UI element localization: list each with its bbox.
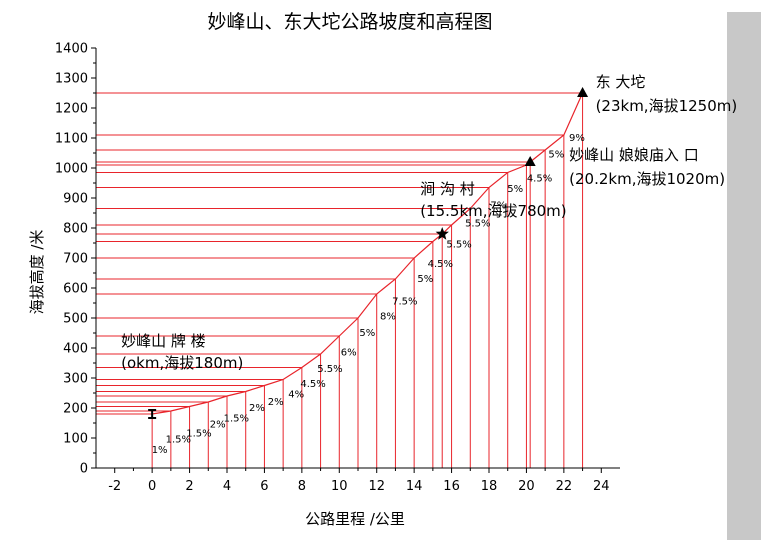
triangle-marker	[577, 87, 589, 97]
grade-label: 8%	[380, 312, 396, 323]
x-tick-label: 24	[593, 479, 610, 494]
grade-label: 2%	[268, 397, 284, 408]
y-tick-label: 0	[80, 462, 88, 477]
annotation-name: 东 大坨	[596, 73, 646, 91]
y-tick-label: 900	[63, 192, 88, 207]
grade-labels: 1%1.5%1.5%2%1.5%2%2%4%4.5%5.5%6%5%8%7.5%…	[152, 133, 585, 456]
annotation-coords: (23km,海拔1250m)	[596, 97, 738, 115]
annotations: 妙峰山 牌 楼 (okm,海拔180m) 涧 沟 村 (15.5km,海拔780m) 妙…	[121, 73, 738, 419]
grade-label: 7.5%	[392, 297, 417, 308]
grade-label: 1.5%	[166, 435, 191, 446]
grade-label: 5%	[417, 274, 433, 285]
annotation-coords: (15.5km,海拔780m)	[420, 202, 566, 220]
horizontal-level-lines	[96, 92, 583, 415]
y-axis-title: 海拔高度 /米	[28, 230, 46, 315]
elevation-profile-line	[152, 92, 584, 415]
grade-label: 1.5%	[186, 429, 211, 440]
side-panel	[727, 12, 761, 540]
y-tick-label: 300	[63, 372, 88, 387]
x-tick-label: -2	[108, 479, 121, 494]
annotation-coords: (20.2km,海拔1020m)	[569, 170, 725, 188]
x-tick-label: 2	[185, 479, 193, 494]
y-tick-label: 500	[63, 312, 88, 327]
grade-label: 4.5%	[428, 259, 453, 270]
x-tick-label: 20	[518, 479, 535, 494]
grade-label: 7%	[490, 201, 506, 212]
x-tick-label: 16	[443, 479, 460, 494]
y-tick-label: 700	[63, 252, 88, 267]
grade-label: 5.5%	[465, 219, 490, 230]
grade-label: 6%	[341, 348, 357, 359]
x-tick-label: 12	[368, 479, 385, 494]
y-tick-label: 1300	[55, 72, 88, 87]
grade-label: 9%	[569, 133, 585, 144]
x-tick-label: 14	[406, 479, 423, 494]
grade-label: 5%	[507, 184, 523, 195]
annotation-name: 妙峰山 娘娘庙入 口	[569, 146, 699, 164]
y-tick-label: 1400	[55, 42, 88, 57]
y-tick-label: 400	[63, 342, 88, 357]
station-drop-lines	[151, 93, 584, 468]
chart-title: 妙峰山、东大坨公路坡度和高程图	[207, 11, 492, 33]
grade-label: 4.5%	[527, 174, 552, 185]
grade-label: 4.5%	[300, 379, 325, 390]
star-marker	[435, 227, 449, 240]
x-tick-label: 18	[481, 479, 498, 494]
annotation-name: 妙峰山 牌 楼	[121, 332, 206, 350]
y-tick-label: 200	[63, 402, 88, 417]
grade-label: 5%	[548, 150, 564, 161]
x-tick-label: 8	[298, 479, 306, 494]
grade-label: 2%	[249, 403, 265, 414]
y-tick-label: 1200	[55, 102, 88, 117]
x-tick-label: 6	[260, 479, 268, 494]
grade-label: 2%	[210, 420, 226, 431]
grade-label: 4%	[288, 390, 304, 401]
x-axis-title: 公路里程 /公里	[305, 510, 405, 528]
y-tick-label: 600	[63, 282, 88, 297]
profile-group	[152, 92, 584, 415]
grade-label: 5.5%	[317, 364, 342, 375]
y-tick-label: 800	[63, 222, 88, 237]
y-tick-label: 1000	[55, 162, 88, 177]
triangle-marker	[524, 156, 536, 166]
y-tick-label: 100	[63, 432, 88, 447]
grade-label: 5%	[359, 328, 375, 339]
grade-label: 5.5%	[446, 240, 471, 251]
grade-label: 1%	[152, 445, 168, 456]
x-tick-label: 10	[331, 479, 348, 494]
x-tick-label: 0	[148, 479, 156, 494]
ibeam-marker	[148, 409, 157, 419]
x-tick-label: 4	[223, 479, 231, 494]
annotation-coords: (okm,海拔180m)	[121, 354, 243, 372]
axes: 0100200300400500600700800900100011001200…	[55, 42, 620, 494]
y-tick-label: 1100	[55, 132, 88, 147]
annotation-name: 涧 沟 村	[420, 180, 475, 198]
grade-label: 1.5%	[224, 414, 249, 425]
x-tick-label: 22	[556, 479, 573, 494]
